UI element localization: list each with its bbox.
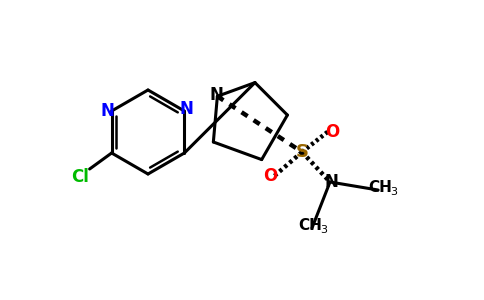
Text: CH: CH (368, 181, 392, 196)
Text: CH: CH (298, 218, 322, 233)
Text: O: O (325, 123, 339, 141)
Text: O: O (263, 167, 277, 185)
Text: S: S (296, 143, 308, 161)
Text: 3: 3 (320, 225, 328, 235)
Text: N: N (210, 86, 223, 104)
Text: N: N (324, 173, 338, 191)
Text: N: N (101, 102, 115, 120)
Text: 3: 3 (391, 187, 397, 197)
Text: Cl: Cl (71, 168, 89, 186)
Text: N: N (180, 100, 193, 118)
